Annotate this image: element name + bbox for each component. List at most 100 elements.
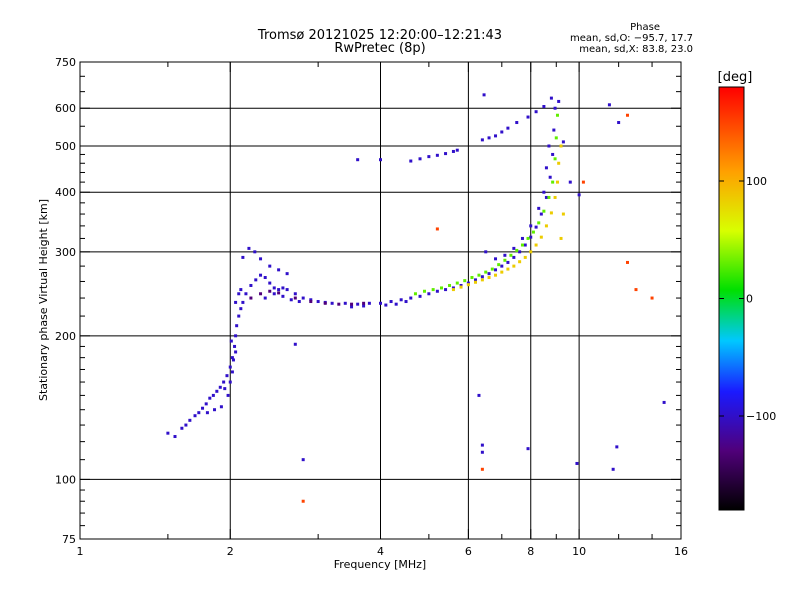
data-point bbox=[362, 301, 366, 305]
y-tick-label: 100 bbox=[55, 473, 76, 486]
data-point bbox=[487, 276, 491, 280]
data-point bbox=[551, 180, 555, 184]
data-point bbox=[544, 224, 548, 228]
data-point bbox=[500, 264, 504, 268]
data-point bbox=[285, 272, 289, 276]
data-point bbox=[451, 149, 455, 153]
data-point bbox=[542, 190, 546, 194]
data-point bbox=[249, 283, 253, 287]
data-point bbox=[309, 300, 313, 304]
data-point bbox=[559, 144, 563, 148]
data-point bbox=[204, 402, 208, 406]
colorbar-tick-label: 100 bbox=[746, 175, 767, 188]
data-point bbox=[466, 281, 470, 285]
y-tick-label: 750 bbox=[55, 56, 76, 69]
data-point bbox=[277, 288, 281, 292]
data-point bbox=[455, 148, 459, 152]
data-point bbox=[615, 445, 619, 449]
data-point bbox=[529, 235, 533, 239]
y-tick-label: 400 bbox=[55, 186, 76, 199]
data-point bbox=[188, 418, 192, 422]
data-point bbox=[506, 260, 510, 264]
data-point bbox=[494, 134, 498, 138]
data-point bbox=[394, 302, 398, 306]
data-point bbox=[512, 264, 516, 268]
data-point bbox=[281, 286, 285, 290]
data-point bbox=[435, 227, 439, 231]
data-point bbox=[409, 296, 413, 300]
data-point bbox=[237, 292, 241, 296]
data-point bbox=[455, 281, 459, 285]
data-point bbox=[625, 260, 629, 264]
data-point bbox=[230, 356, 234, 360]
data-point bbox=[234, 350, 238, 354]
data-point bbox=[435, 289, 439, 293]
data-point bbox=[211, 393, 215, 397]
data-point bbox=[244, 292, 248, 296]
data-point bbox=[272, 292, 276, 296]
data-point bbox=[480, 275, 484, 279]
data-point bbox=[520, 236, 524, 240]
data-point bbox=[239, 288, 243, 292]
data-point bbox=[539, 235, 543, 239]
data-point bbox=[500, 130, 504, 134]
data-point bbox=[487, 136, 491, 140]
data-point bbox=[523, 255, 527, 259]
data-point bbox=[577, 193, 581, 197]
data-point bbox=[552, 128, 556, 132]
data-point bbox=[285, 288, 289, 292]
data-point bbox=[379, 158, 382, 162]
data-point bbox=[542, 105, 546, 109]
data-point bbox=[487, 272, 491, 276]
data-point bbox=[555, 180, 559, 184]
chart-subtitle: RwPretec (8p) bbox=[334, 41, 425, 56]
data-point bbox=[480, 138, 484, 142]
data-point bbox=[350, 305, 354, 309]
data-point bbox=[518, 250, 522, 254]
data-point bbox=[367, 301, 371, 305]
data-point bbox=[509, 253, 513, 257]
data-point bbox=[444, 152, 448, 156]
data-point bbox=[418, 157, 422, 161]
y-tick-label: 500 bbox=[55, 140, 76, 153]
data-point bbox=[180, 426, 184, 430]
data-point bbox=[218, 385, 222, 389]
data-point bbox=[553, 195, 557, 199]
x-tick-label: 4 bbox=[377, 545, 384, 558]
data-point bbox=[480, 443, 484, 447]
data-point bbox=[634, 288, 638, 292]
data-point bbox=[431, 288, 435, 292]
phase-stats-o: mean, sd,O: −95.7, 17.7 bbox=[570, 33, 693, 44]
grid bbox=[80, 62, 681, 539]
data-point bbox=[229, 339, 233, 343]
data-point bbox=[409, 159, 413, 163]
data-point bbox=[356, 158, 360, 162]
data-point bbox=[482, 93, 486, 97]
data-point bbox=[534, 110, 538, 114]
x-tick-label: 8 bbox=[527, 545, 534, 558]
data-point bbox=[548, 175, 552, 179]
data-point bbox=[228, 380, 232, 384]
data-point bbox=[223, 387, 227, 391]
data-point bbox=[451, 288, 455, 292]
data-point bbox=[427, 155, 431, 159]
data-point bbox=[459, 285, 463, 289]
data-point bbox=[451, 286, 455, 290]
data-point bbox=[473, 278, 477, 282]
data-point bbox=[512, 246, 516, 250]
data-point bbox=[544, 166, 548, 170]
data-point bbox=[534, 243, 538, 247]
data-point bbox=[222, 380, 226, 384]
data-point bbox=[503, 253, 507, 257]
data-point bbox=[323, 301, 327, 305]
data-point bbox=[503, 258, 507, 262]
data-point bbox=[197, 411, 201, 415]
x-tick-label: 16 bbox=[674, 545, 688, 558]
data-point bbox=[607, 103, 611, 107]
data-point bbox=[542, 209, 546, 213]
data-point bbox=[418, 294, 422, 298]
chart-title: Tromsø 20121025 12:20:00–12:21:43 bbox=[257, 28, 502, 43]
data-point bbox=[413, 292, 417, 296]
data-point bbox=[523, 243, 527, 247]
